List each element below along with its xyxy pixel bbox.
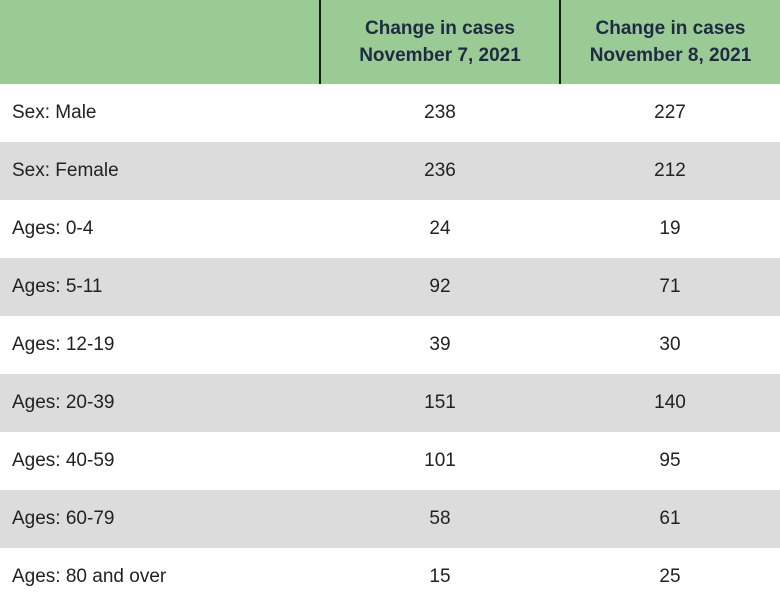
table-row: Ages: 60-79 58 61 bbox=[0, 490, 780, 548]
row-nov8-value: 140 bbox=[560, 374, 780, 432]
row-nov7-value: 58 bbox=[320, 490, 560, 548]
row-label: Ages: 40-59 bbox=[0, 432, 320, 490]
header-row: Change in cases November 7, 2021 Change … bbox=[0, 0, 780, 84]
row-nov7-value: 92 bbox=[320, 258, 560, 316]
row-nov8-value: 71 bbox=[560, 258, 780, 316]
row-nov8-value: 25 bbox=[560, 548, 780, 606]
row-label: Ages: 20-39 bbox=[0, 374, 320, 432]
row-nov7-value: 39 bbox=[320, 316, 560, 374]
row-nov7-value: 236 bbox=[320, 142, 560, 200]
table-row: Sex: Female 236 212 bbox=[0, 142, 780, 200]
row-label: Ages: 80 and over bbox=[0, 548, 320, 606]
table-row: Sex: Male 238 227 bbox=[0, 84, 780, 142]
row-nov7-value: 238 bbox=[320, 84, 560, 142]
row-nov8-value: 61 bbox=[560, 490, 780, 548]
table-row: Ages: 40-59 101 95 bbox=[0, 432, 780, 490]
row-nov8-value: 95 bbox=[560, 432, 780, 490]
header-nov8-line1: Change in cases bbox=[595, 18, 746, 39]
row-nov8-value: 19 bbox=[560, 200, 780, 258]
header-empty-cell bbox=[0, 0, 320, 84]
row-label: Sex: Female bbox=[0, 142, 320, 200]
header-nov7-line1: Change in cases bbox=[365, 18, 515, 39]
table-row: Ages: 80 and over 15 25 bbox=[0, 548, 780, 606]
row-label: Sex: Male bbox=[0, 84, 320, 142]
row-label: Ages: 5-11 bbox=[0, 258, 320, 316]
table-header: Change in cases November 7, 2021 Change … bbox=[0, 0, 780, 84]
row-nov8-value: 30 bbox=[560, 316, 780, 374]
table-body: Sex: Male 238 227 Sex: Female 236 212 Ag… bbox=[0, 84, 780, 606]
row-label: Ages: 60-79 bbox=[0, 490, 320, 548]
table-row: Ages: 0-4 24 19 bbox=[0, 200, 780, 258]
row-nov7-value: 101 bbox=[320, 432, 560, 490]
table-row: Ages: 5-11 92 71 bbox=[0, 258, 780, 316]
row-label: Ages: 12-19 bbox=[0, 316, 320, 374]
row-nov7-value: 15 bbox=[320, 548, 560, 606]
row-nov8-value: 212 bbox=[560, 142, 780, 200]
row-label: Ages: 0-4 bbox=[0, 200, 320, 258]
row-nov7-value: 24 bbox=[320, 200, 560, 258]
row-nov8-value: 227 bbox=[560, 84, 780, 142]
header-nov8-line2: November 8, 2021 bbox=[589, 45, 752, 66]
table-row: Ages: 12-19 39 30 bbox=[0, 316, 780, 374]
table-row: Ages: 20-39 151 140 bbox=[0, 374, 780, 432]
header-nov8: Change in cases November 8, 2021 bbox=[559, 0, 780, 84]
row-nov7-value: 151 bbox=[320, 374, 560, 432]
header-nov7-line2: November 7, 2021 bbox=[359, 45, 521, 66]
header-nov7: Change in cases November 7, 2021 bbox=[319, 0, 560, 84]
